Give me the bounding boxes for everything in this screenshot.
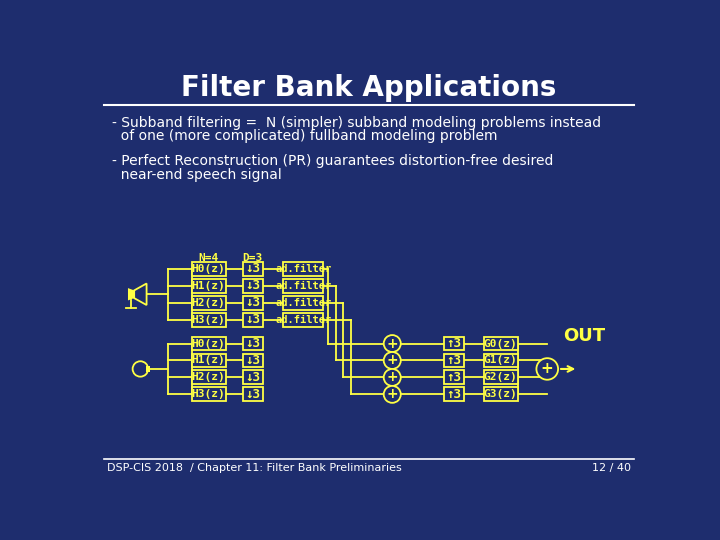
Text: +: + bbox=[387, 370, 398, 384]
Text: ↓3: ↓3 bbox=[246, 354, 260, 367]
Text: near-end speech signal: near-end speech signal bbox=[112, 168, 282, 182]
FancyBboxPatch shape bbox=[444, 370, 464, 384]
FancyBboxPatch shape bbox=[192, 313, 225, 327]
Text: H0(z): H0(z) bbox=[192, 264, 225, 274]
FancyBboxPatch shape bbox=[283, 296, 323, 309]
FancyBboxPatch shape bbox=[243, 279, 263, 293]
Text: +: + bbox=[541, 361, 554, 376]
Polygon shape bbox=[128, 288, 134, 300]
Text: ↑3: ↑3 bbox=[446, 337, 462, 350]
Text: ↓3: ↓3 bbox=[246, 313, 260, 326]
FancyBboxPatch shape bbox=[192, 370, 225, 384]
FancyBboxPatch shape bbox=[243, 336, 263, 350]
Text: H2(z): H2(z) bbox=[192, 373, 225, 382]
FancyBboxPatch shape bbox=[192, 387, 225, 401]
Text: H2(z): H2(z) bbox=[192, 298, 225, 308]
Circle shape bbox=[384, 369, 401, 386]
FancyBboxPatch shape bbox=[283, 279, 323, 293]
FancyBboxPatch shape bbox=[192, 279, 225, 293]
Text: G3(z): G3(z) bbox=[484, 389, 518, 400]
Text: G0(z): G0(z) bbox=[484, 339, 518, 348]
Text: H3(z): H3(z) bbox=[192, 389, 225, 400]
Text: ↑3: ↑3 bbox=[446, 388, 462, 401]
Text: +: + bbox=[387, 387, 398, 401]
FancyBboxPatch shape bbox=[444, 336, 464, 350]
FancyBboxPatch shape bbox=[484, 370, 518, 384]
FancyBboxPatch shape bbox=[484, 336, 518, 350]
FancyBboxPatch shape bbox=[243, 262, 263, 276]
Text: OUT: OUT bbox=[563, 327, 605, 345]
FancyBboxPatch shape bbox=[243, 387, 263, 401]
FancyBboxPatch shape bbox=[484, 354, 518, 367]
Text: - Perfect Reconstruction (PR) guarantees distortion-free desired: - Perfect Reconstruction (PR) guarantees… bbox=[112, 154, 553, 168]
Text: DSP-CIS 2018  / Chapter 11: Filter Bank Preliminaries: DSP-CIS 2018 / Chapter 11: Filter Bank P… bbox=[107, 463, 402, 473]
Text: H3(z): H3(z) bbox=[192, 315, 225, 325]
Text: ↓3: ↓3 bbox=[246, 296, 260, 309]
Text: H0(z): H0(z) bbox=[192, 339, 225, 348]
Circle shape bbox=[536, 358, 558, 380]
Circle shape bbox=[384, 386, 401, 403]
Text: of one (more complicated) fullband modeling problem: of one (more complicated) fullband model… bbox=[112, 130, 498, 144]
FancyBboxPatch shape bbox=[192, 296, 225, 309]
FancyBboxPatch shape bbox=[243, 296, 263, 309]
Text: +: + bbox=[387, 354, 398, 368]
Text: - Subband filtering =  N (simpler) subband modeling problems instead: - Subband filtering = N (simpler) subban… bbox=[112, 116, 600, 130]
Text: 12 / 40: 12 / 40 bbox=[592, 463, 631, 473]
Text: D=3: D=3 bbox=[243, 253, 263, 263]
Text: ad.filter: ad.filter bbox=[275, 281, 331, 291]
Text: G2(z): G2(z) bbox=[484, 373, 518, 382]
Text: H1(z): H1(z) bbox=[192, 355, 225, 366]
Text: ad.filter: ad.filter bbox=[275, 315, 331, 325]
FancyBboxPatch shape bbox=[283, 262, 323, 276]
FancyBboxPatch shape bbox=[444, 354, 464, 367]
FancyBboxPatch shape bbox=[243, 313, 263, 327]
FancyBboxPatch shape bbox=[484, 387, 518, 401]
Text: ↓3: ↓3 bbox=[246, 262, 260, 275]
Text: ↑3: ↑3 bbox=[446, 354, 462, 367]
Text: H1(z): H1(z) bbox=[192, 281, 225, 291]
FancyBboxPatch shape bbox=[243, 354, 263, 367]
Text: ↓3: ↓3 bbox=[246, 337, 260, 350]
FancyBboxPatch shape bbox=[444, 387, 464, 401]
FancyBboxPatch shape bbox=[192, 354, 225, 367]
FancyBboxPatch shape bbox=[283, 313, 323, 327]
Bar bbox=[145, 366, 150, 372]
Text: ↓3: ↓3 bbox=[246, 388, 260, 401]
Text: ↓3: ↓3 bbox=[246, 279, 260, 292]
Circle shape bbox=[384, 335, 401, 352]
Circle shape bbox=[132, 361, 148, 377]
FancyBboxPatch shape bbox=[243, 370, 263, 384]
Text: G1(z): G1(z) bbox=[484, 355, 518, 366]
FancyBboxPatch shape bbox=[192, 336, 225, 350]
Text: N=4: N=4 bbox=[199, 253, 219, 263]
Text: ad.filter: ad.filter bbox=[275, 298, 331, 308]
Text: ad.filter: ad.filter bbox=[275, 264, 331, 274]
Text: ↑3: ↑3 bbox=[446, 371, 462, 384]
Circle shape bbox=[384, 352, 401, 369]
FancyBboxPatch shape bbox=[192, 262, 225, 276]
Text: ↓3: ↓3 bbox=[246, 371, 260, 384]
Text: Filter Bank Applications: Filter Bank Applications bbox=[181, 74, 557, 102]
Text: +: + bbox=[387, 336, 398, 350]
